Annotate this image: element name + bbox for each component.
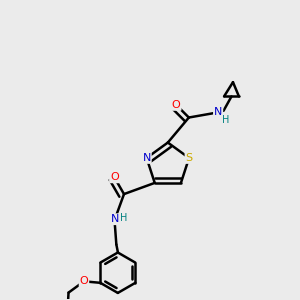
Text: N: N [142,153,151,163]
Text: O: O [172,100,181,110]
Text: H: H [222,115,229,125]
Text: O: O [110,172,119,182]
Text: H: H [120,213,127,223]
Text: S: S [185,153,193,163]
Text: N: N [214,107,222,117]
Text: N: N [111,214,119,224]
Text: O: O [80,276,88,286]
